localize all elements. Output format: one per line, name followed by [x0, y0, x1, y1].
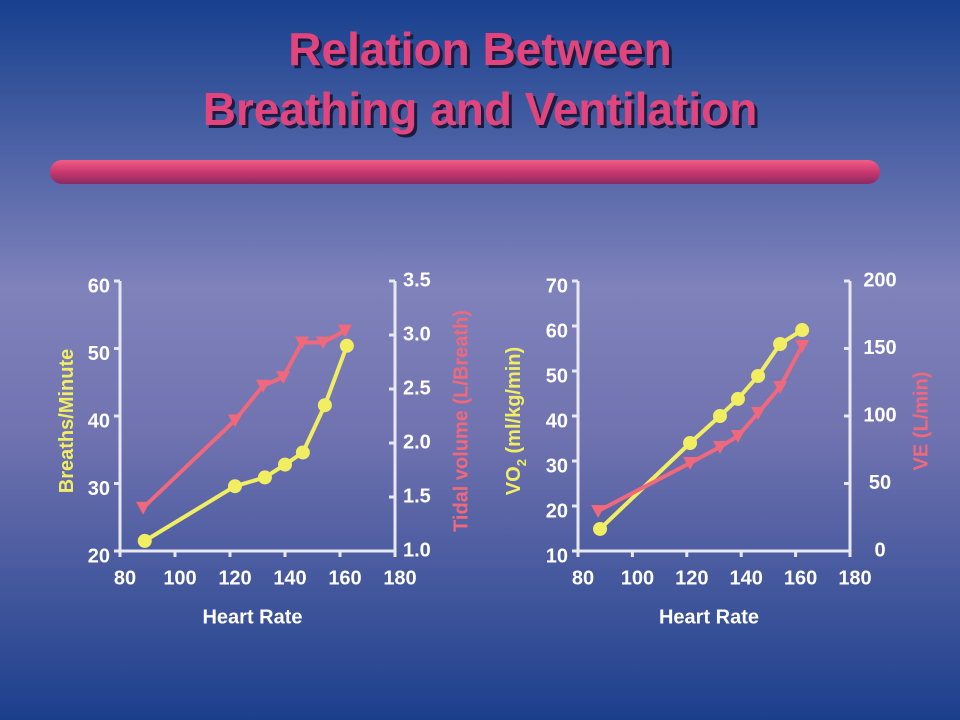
y2-tick-label: 200	[863, 269, 896, 291]
point	[257, 470, 272, 485]
point	[751, 368, 766, 383]
x-axis-label: Heart Rate	[659, 606, 759, 628]
point	[683, 456, 698, 470]
point	[278, 457, 292, 472]
x-axis-label: Heart Rate	[202, 606, 302, 628]
x-tick-label: 160	[784, 567, 817, 589]
point	[256, 379, 270, 393]
title-shadow: Relation Between Breathing and Ventilati…	[206, 26, 761, 138]
y-tick-label: 30	[88, 478, 110, 500]
point	[773, 380, 788, 394]
y-axis-label-part: VO	[503, 466, 525, 495]
y-tick-label: 40	[88, 410, 110, 432]
y2-tick-label: 150	[863, 337, 896, 359]
x-tick-label: 180	[383, 567, 416, 589]
point	[751, 407, 766, 421]
x-tick-label: 160	[328, 567, 361, 589]
point	[773, 337, 788, 351]
y-axis-label-part: Breaths/Minute	[56, 349, 78, 493]
y-axis-label-part: 2	[514, 459, 529, 466]
point	[712, 441, 727, 455]
y-tick-label: 20	[88, 545, 110, 567]
y-tick-label: 50	[88, 343, 110, 365]
x-tick-label: 100	[163, 567, 196, 589]
y-tick-label: 40	[546, 410, 568, 432]
point	[295, 336, 310, 350]
y2-tick-label: 0	[874, 539, 885, 561]
point	[730, 391, 745, 406]
x-tick-label: 140	[730, 567, 763, 589]
y-axis-label: VO2 (ml/kg/min)	[503, 347, 529, 495]
point	[339, 338, 354, 353]
y2-tick-label: 50	[869, 472, 891, 494]
title-line: Breathing and Ventilation	[203, 83, 758, 135]
point	[593, 521, 608, 536]
y-tick-label: 30	[546, 455, 568, 477]
y-tick-label: 10	[546, 545, 568, 567]
x-tick-label: 80	[572, 567, 594, 589]
y2-tick-label: 2.0	[403, 431, 431, 453]
y-tick-label: 60	[88, 275, 110, 297]
y2-tick-label: 3.5	[403, 269, 431, 291]
y-tick-label: 50	[546, 365, 568, 387]
point	[591, 505, 606, 519]
y-axis-label-part: (ml/kg/min)	[503, 347, 525, 459]
point	[315, 336, 330, 350]
point	[712, 409, 727, 423]
point	[295, 445, 310, 460]
y2-axis-label: VE (L/min)	[910, 372, 932, 471]
x-tick-label: 120	[218, 567, 251, 589]
decor-bar	[50, 160, 880, 184]
point	[137, 533, 152, 548]
x-tick-label: 100	[621, 567, 654, 589]
y2-tick-label: 2.5	[403, 377, 431, 399]
point	[795, 339, 810, 353]
point	[276, 371, 291, 385]
x-tick-label: 140	[273, 567, 306, 589]
y2-tick-label: 3.0	[403, 323, 431, 345]
point	[227, 479, 242, 494]
point	[730, 429, 745, 443]
x-tick-label: 180	[838, 567, 871, 589]
point	[683, 436, 698, 450]
point	[337, 324, 352, 338]
point	[795, 323, 810, 338]
title-shadow-line: Breathing and Ventilation	[206, 86, 761, 138]
y2-tick-label: 100	[863, 404, 896, 426]
title-shadow-line: Relation Between	[291, 26, 674, 78]
y-tick-label: 20	[546, 500, 568, 522]
point	[227, 414, 242, 428]
x-tick-label: 80	[114, 567, 136, 589]
x-tick-label: 120	[675, 567, 708, 589]
y-tick-label: 70	[546, 275, 568, 297]
y2-axis-label: Tidal volume (L/Breath)	[450, 310, 472, 532]
y2-tick-label: 1.0	[403, 539, 431, 561]
point	[136, 501, 151, 515]
title-line: Relation Between	[288, 23, 671, 75]
y2-tick-label: 1.5	[403, 485, 431, 507]
y-axis-label: Breaths/Minute	[56, 349, 78, 493]
point	[317, 398, 332, 413]
y-tick-label: 60	[546, 320, 568, 342]
